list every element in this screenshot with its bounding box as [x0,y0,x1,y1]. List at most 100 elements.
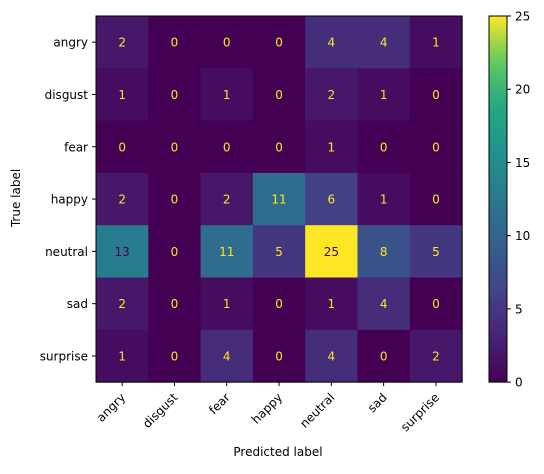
heatmap-cell [96,120,149,174]
heatmap-cell [200,172,254,226]
y-tick-label: fear [64,140,88,154]
heatmap-cell [252,120,306,174]
heatmap-cell [148,120,202,174]
heatmap-cell [148,172,202,226]
cell-value-label: 0 [171,88,179,102]
cell-value-label: 0 [275,36,283,50]
cell-value-label: 4 [328,349,336,363]
y-axis: angry disgust fear happy neutral sad surprise [40,36,96,363]
heatmap-cell [96,16,149,69]
cell-value-label: 6 [328,193,336,207]
x-tick-label: disgust [140,390,181,431]
colorbar-tick-label: 0 [515,376,523,390]
cell-value-label: 1 [380,193,388,207]
cell-value-label: 25 [324,245,339,259]
heatmap-cell [200,329,254,383]
heatmap-cell [305,16,358,69]
heatmap-cell [148,329,202,383]
cell-value-label: 0 [223,140,231,154]
cell-value-label: 4 [328,36,336,50]
heatmap-cell [96,225,149,278]
x-tick-label: angry [94,390,128,424]
heatmap-cell [200,277,254,331]
cell-value-label: 0 [223,36,231,50]
heatmap-cell [252,16,306,69]
heatmap-cells [96,16,463,383]
heatmap-cell [357,16,411,69]
x-tick-label: surprise [398,390,442,434]
x-tick-label: happy [249,390,285,426]
heatmap-cell [148,68,202,122]
cell-value-label: 2 [432,349,440,363]
cell-value-label: 0 [275,349,283,363]
cell-value-label: 2 [328,88,336,102]
heatmap-cell [252,225,306,278]
heatmap-cell [200,225,254,278]
heatmap-cell [409,16,463,69]
cell-value-label: 0 [171,245,179,259]
colorbar-ticks: 0 5 10 15 20 25 [507,10,530,390]
y-tick-label: sad [67,297,88,311]
cell-value-label: 8 [380,245,388,259]
heatmap-cell [409,68,463,122]
cell-value-label: 1 [328,297,336,311]
y-tick-label: happy [51,193,88,207]
x-tick-label: sad [365,390,390,415]
heatmap-cell [96,277,149,331]
cell-value-label: 11 [271,193,286,207]
heatmap-cell [357,172,411,226]
x-tick-label: neutral [297,390,337,430]
heatmap-cell [305,120,358,174]
cell-value-label: 2 [118,36,126,50]
heatmap-cell [305,277,358,331]
cell-value-label: 1 [118,88,126,102]
cell-value-label: 0 [432,297,440,311]
colorbar-tick-label: 10 [515,229,530,243]
heatmap-cell [409,172,463,226]
cell-value-label: 0 [432,140,440,154]
colorbar-tick-label: 25 [515,10,530,24]
heatmap-cell [357,68,411,122]
y-tick-label: surprise [40,349,88,363]
heatmap-cell [96,172,149,226]
heatmap-cell [252,277,306,331]
cell-value-label: 11 [219,245,234,259]
heatmap-cell [252,172,306,226]
heatmap-cell [305,172,358,226]
heatmap-cell [96,329,149,383]
cell-value-label: 0 [432,193,440,207]
cell-value-label: 0 [171,297,179,311]
cell-value-label: 0 [380,349,388,363]
cell-value-label: 0 [171,349,179,363]
heatmap-cell [305,68,358,122]
colorbar [488,15,508,383]
heatmap-cell [409,120,463,174]
heatmap-cell [96,68,149,122]
x-tick-label: fear [206,390,233,417]
cell-value-label: 0 [275,88,283,102]
y-tick-label: angry [53,36,88,50]
cell-value-label: 0 [380,140,388,154]
colorbar-tick-label: 20 [515,83,530,97]
cell-value-label: 1 [118,349,126,363]
cell-value-label: 2 [118,193,126,207]
heatmap-cell [200,120,254,174]
cell-value-label: 4 [380,297,388,311]
heatmap-cell [148,225,202,278]
heatmap-cell [357,277,411,331]
cell-value-label: 1 [380,88,388,102]
cell-value-label: 5 [432,245,440,259]
y-axis-label: True label [9,169,23,228]
x-axis-label: Predicted label [233,445,322,459]
heatmap-cell [200,16,254,69]
heatmap-cell [357,225,411,278]
cell-value-label: 1 [223,88,231,102]
cell-value-label: 0 [171,36,179,50]
heatmap-cell [148,16,202,69]
cell-value-label: 1 [223,297,231,311]
colorbar-tick-label: 5 [515,302,523,316]
heatmap-cell [409,329,463,383]
heatmap-cell [252,68,306,122]
heatmap-cell-labels: 2 0 0 0 4 4 11 0 1 0 2 1 00 0 0 0 1 0 02 0 2 11 6 1 013 0 11 5 25 8 52… [115,36,440,364]
